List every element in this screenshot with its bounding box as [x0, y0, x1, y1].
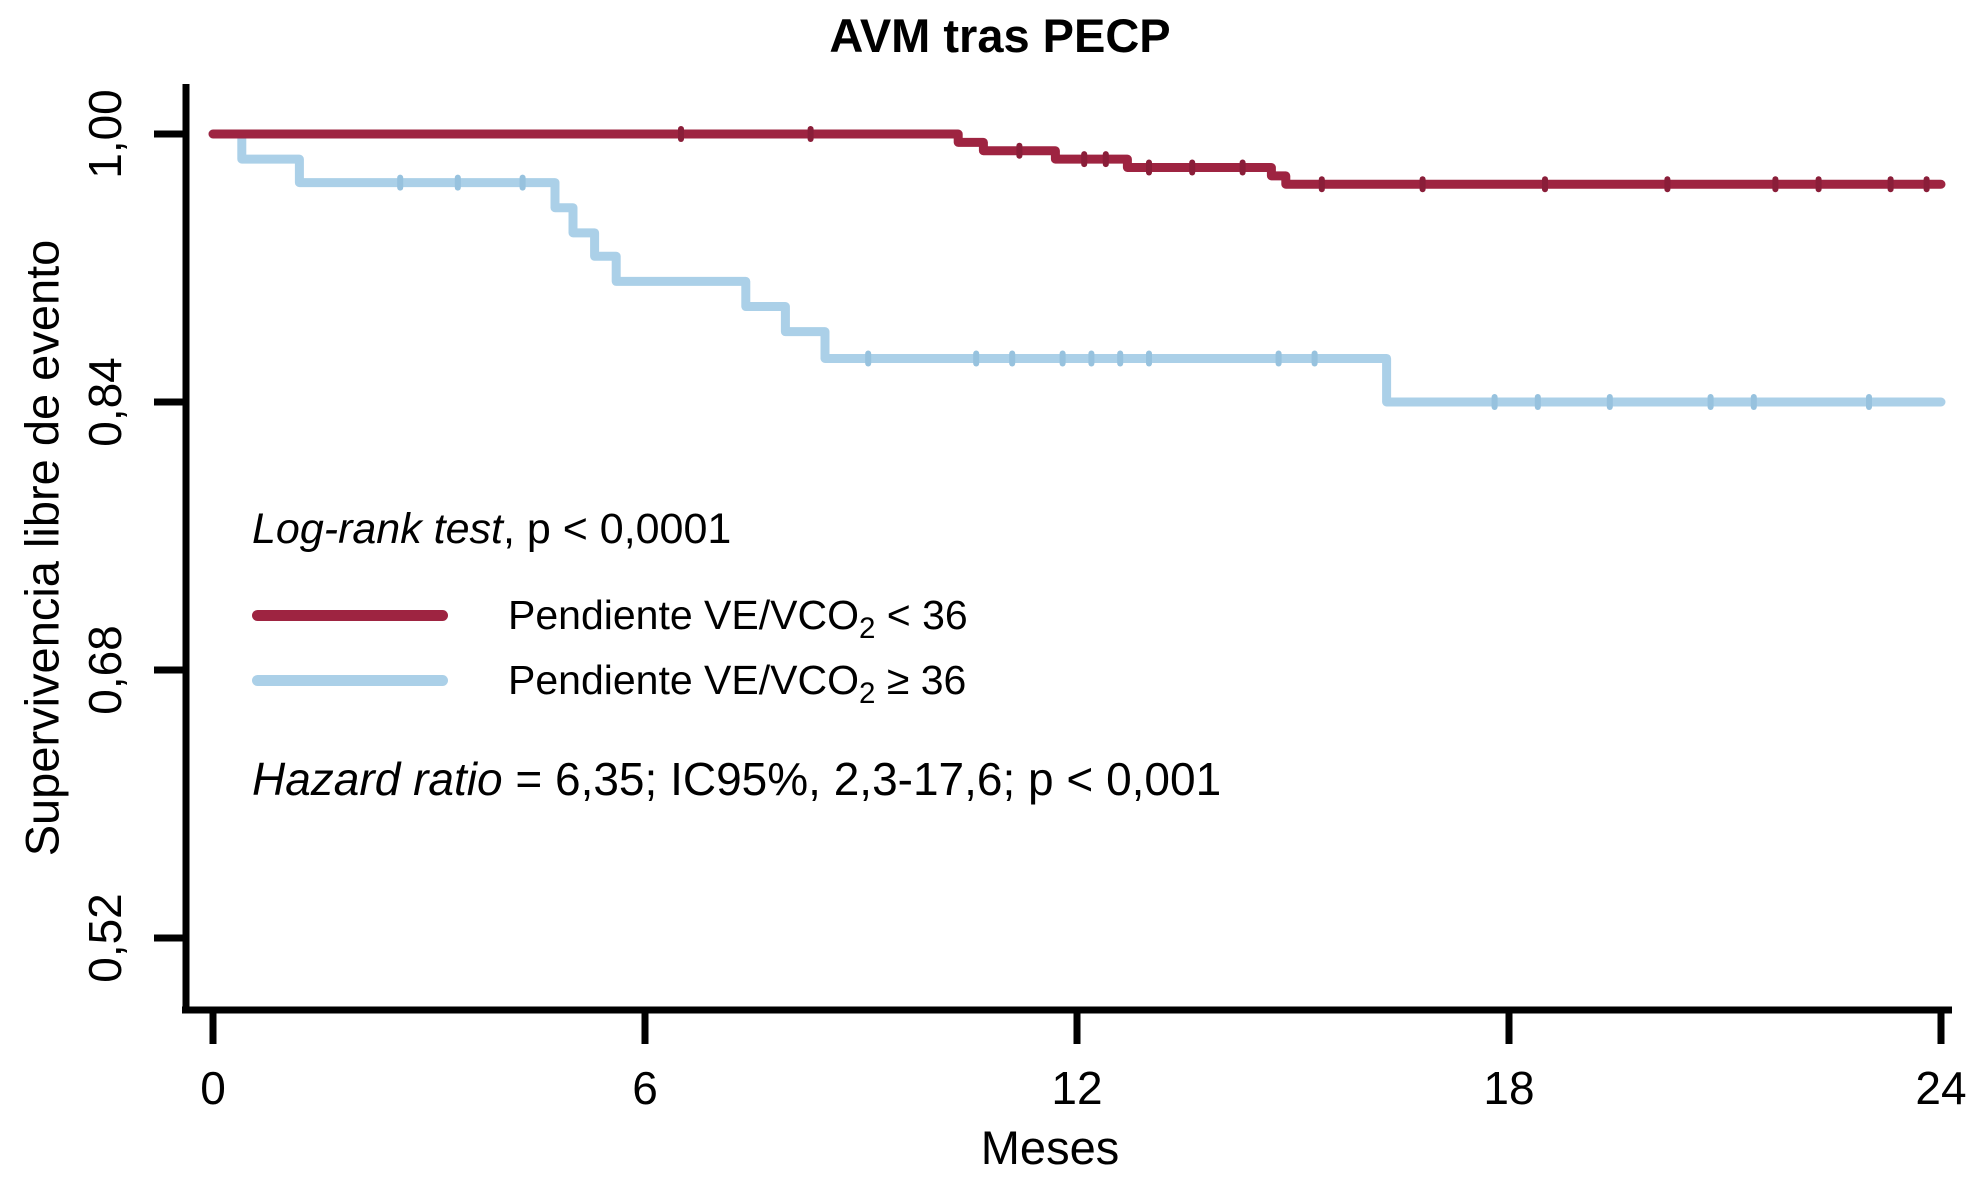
x-tick-label: 12 [1051, 1062, 1102, 1114]
logrank-pvalue: , p < 0,0001 [502, 505, 732, 553]
y-tick-label: 0,68 [79, 625, 131, 715]
x-axis-label: Meses [980, 1121, 1120, 1174]
survival-curve-below-36 [208, 129, 1946, 189]
x-tick-label: 24 [1915, 1062, 1966, 1114]
y-tick-label: 0,52 [79, 893, 131, 983]
y-tick-label: 1,00 [79, 89, 131, 179]
legend-label-below-36: Pendiente VE/VCO2 < 36 [508, 592, 968, 646]
legend-label-above-36: Pendiente VE/VCO2 ≥ 36 [508, 657, 967, 711]
legend-entry-above-36: Pendiente VE/VCO2 ≥ 36 [252, 657, 967, 711]
survival-curve-above-36 [208, 129, 1946, 407]
x-tick-label: 0 [200, 1062, 226, 1114]
logrank-annotation: Log-rank test, p < 0,0001 [252, 505, 731, 554]
chart-title: AVM tras PECP [829, 9, 1171, 62]
hazard-ratio-value: = 6,35; IC95%, 2,3-17,6; p < 0,001 [502, 753, 1222, 805]
x-tick-label: 6 [632, 1062, 658, 1114]
legend-entry-below-36: Pendiente VE/VCO2 < 36 [252, 592, 968, 646]
hazard-ratio-label: Hazard ratio [252, 753, 503, 805]
legend-swatch-blue [252, 675, 448, 686]
hazard-ratio-annotation: Hazard ratio = 6,35; IC95%, 2,3-17,6; p … [252, 752, 1221, 806]
legend-swatch-red [252, 610, 448, 621]
x-tick-label: 18 [1483, 1062, 1534, 1114]
logrank-test-label: Log-rank test [252, 505, 503, 553]
y-tick-label: 0,84 [79, 357, 131, 447]
